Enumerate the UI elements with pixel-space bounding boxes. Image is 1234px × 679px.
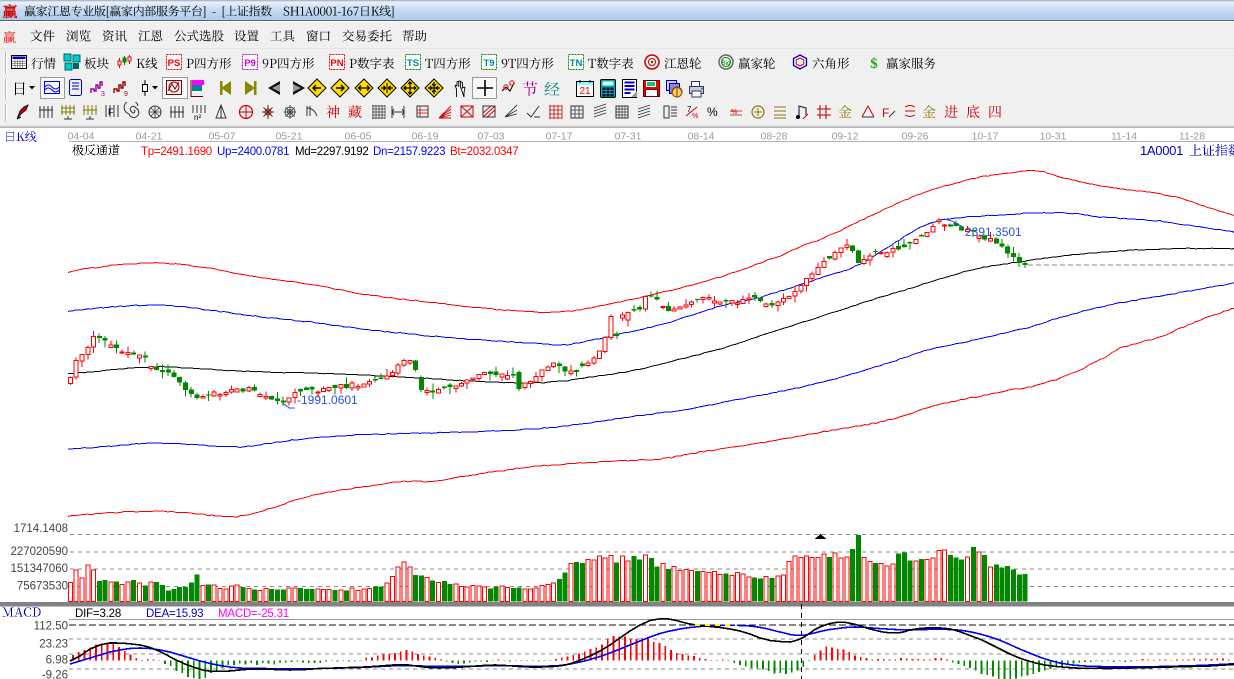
svg-text:%: % bbox=[692, 113, 698, 120]
svg-text:09-12: 09-12 bbox=[832, 131, 859, 143]
svg-text:TN: TN bbox=[570, 58, 583, 69]
svg-text:PN: PN bbox=[330, 58, 343, 69]
svg-text:04-21: 04-21 bbox=[136, 131, 163, 143]
svg-text:F: F bbox=[882, 106, 889, 120]
svg-text:11-28: 11-28 bbox=[1179, 131, 1205, 143]
svg-text:6.98: 6.98 bbox=[46, 655, 68, 667]
svg-text:T9: T9 bbox=[483, 58, 494, 69]
svg-text:%: % bbox=[731, 109, 737, 116]
svg-text:06-05: 06-05 bbox=[345, 131, 372, 143]
svg-text:Md=2297.9192: Md=2297.9192 bbox=[295, 146, 368, 158]
svg-text:08-14: 08-14 bbox=[688, 131, 715, 143]
svg-text:07-17: 07-17 bbox=[546, 131, 573, 143]
svg-text:PS: PS bbox=[168, 58, 181, 69]
svg-text:%: % bbox=[707, 105, 718, 119]
svg-text:Bt=2032.0347: Bt=2032.0347 bbox=[450, 146, 518, 158]
svg-text:10-17: 10-17 bbox=[972, 131, 999, 143]
svg-text:1A0001: 1A0001 bbox=[1140, 143, 1183, 158]
svg-text:05-21: 05-21 bbox=[276, 131, 303, 143]
svg-text:MACD=-25.31: MACD=-25.31 bbox=[218, 608, 289, 620]
svg-text:07-03: 07-03 bbox=[478, 131, 505, 143]
svg-text:Big: Big bbox=[722, 61, 731, 67]
svg-text:Tp=2491.1690: Tp=2491.1690 bbox=[141, 146, 212, 158]
svg-text:DIF=3.28: DIF=3.28 bbox=[75, 608, 121, 620]
svg-text:75673530: 75673530 bbox=[17, 581, 68, 593]
svg-text:06-19: 06-19 bbox=[412, 131, 439, 143]
svg-text:2391.3501: 2391.3501 bbox=[965, 225, 1022, 239]
svg-text:10-31: 10-31 bbox=[1040, 131, 1067, 143]
svg-text:04-04: 04-04 bbox=[68, 131, 95, 143]
svg-text:112.50: 112.50 bbox=[34, 621, 68, 633]
svg-text:$: $ bbox=[870, 56, 878, 72]
svg-text:21: 21 bbox=[579, 86, 591, 97]
svg-text:F: F bbox=[108, 107, 114, 117]
svg-text:09-26: 09-26 bbox=[902, 131, 929, 143]
svg-text:08-28: 08-28 bbox=[761, 131, 788, 143]
svg-text:P9: P9 bbox=[244, 58, 256, 69]
svg-text:n²: n² bbox=[194, 113, 201, 122]
svg-text:3: 3 bbox=[101, 91, 105, 98]
svg-text:-1991.0601: -1991.0601 bbox=[297, 393, 358, 407]
svg-text:Up=2400.0781: Up=2400.0781 bbox=[217, 146, 289, 158]
svg-text:7: 7 bbox=[687, 105, 692, 114]
svg-text:11-14: 11-14 bbox=[1111, 131, 1137, 143]
svg-text:-9.26: -9.26 bbox=[42, 670, 68, 679]
svg-text:151347060: 151347060 bbox=[10, 563, 68, 575]
svg-text:9: 9 bbox=[124, 91, 128, 98]
svg-text:TS: TS bbox=[407, 58, 419, 69]
svg-text:1714.1408: 1714.1408 bbox=[14, 523, 68, 535]
svg-text:05-07: 05-07 bbox=[209, 131, 236, 143]
svg-text:07-31: 07-31 bbox=[615, 131, 642, 143]
svg-text:Dn=2157.9223: Dn=2157.9223 bbox=[373, 146, 445, 158]
svg-text:227020590: 227020590 bbox=[10, 546, 68, 558]
svg-text:DEA=15.93: DEA=15.93 bbox=[146, 608, 203, 620]
svg-text:23.23: 23.23 bbox=[39, 639, 68, 651]
